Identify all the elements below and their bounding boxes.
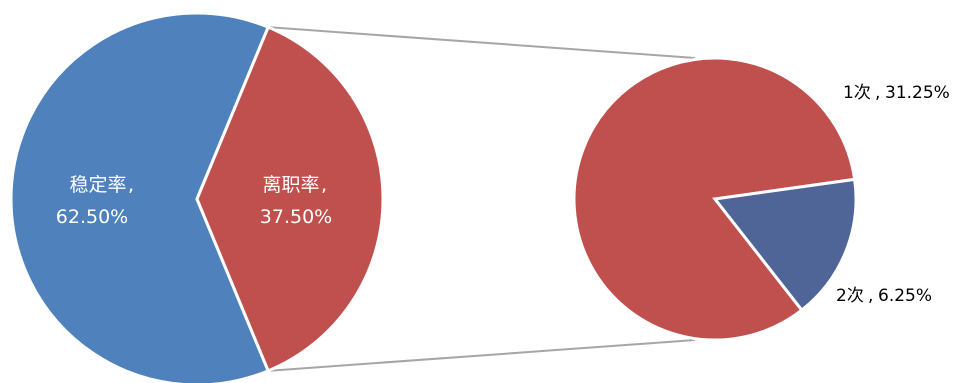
main-slice-label-sep: , bbox=[321, 174, 327, 196]
data-labels: 稳定率 , 62.50% 离职率 , 37.50% 1次 , 31.25% 2次… bbox=[56, 83, 950, 306]
connector-lines bbox=[268, 26, 696, 372]
main-pie-slice bbox=[9, 11, 271, 383]
main-slice-label-name: 离职率 bbox=[262, 174, 319, 196]
secondary-slice-label-percent: 6.25% bbox=[878, 286, 932, 306]
main-slice-label-name: 稳定率 bbox=[69, 174, 126, 196]
secondary-pie bbox=[572, 56, 858, 342]
secondary-slice-label-sep: , bbox=[875, 83, 880, 103]
main-slice-label-sep: , bbox=[128, 174, 134, 196]
secondary-slice-label-percent: 31.25% bbox=[885, 83, 950, 103]
main-pie bbox=[9, 11, 385, 383]
connector-line-top bbox=[268, 26, 696, 59]
secondary-slice-label-name: 1次 bbox=[843, 83, 871, 103]
main-slice-label-percent: 37.50% bbox=[260, 206, 332, 228]
secondary-slice-label-sep: , bbox=[868, 286, 873, 306]
secondary-pie-slice bbox=[712, 177, 858, 313]
secondary-slice-label-name: 2次 bbox=[836, 286, 864, 306]
connector-line-bottom bbox=[268, 339, 696, 372]
main-slice-label-percent: 62.50% bbox=[56, 206, 128, 228]
main-pie-slice bbox=[195, 25, 385, 373]
